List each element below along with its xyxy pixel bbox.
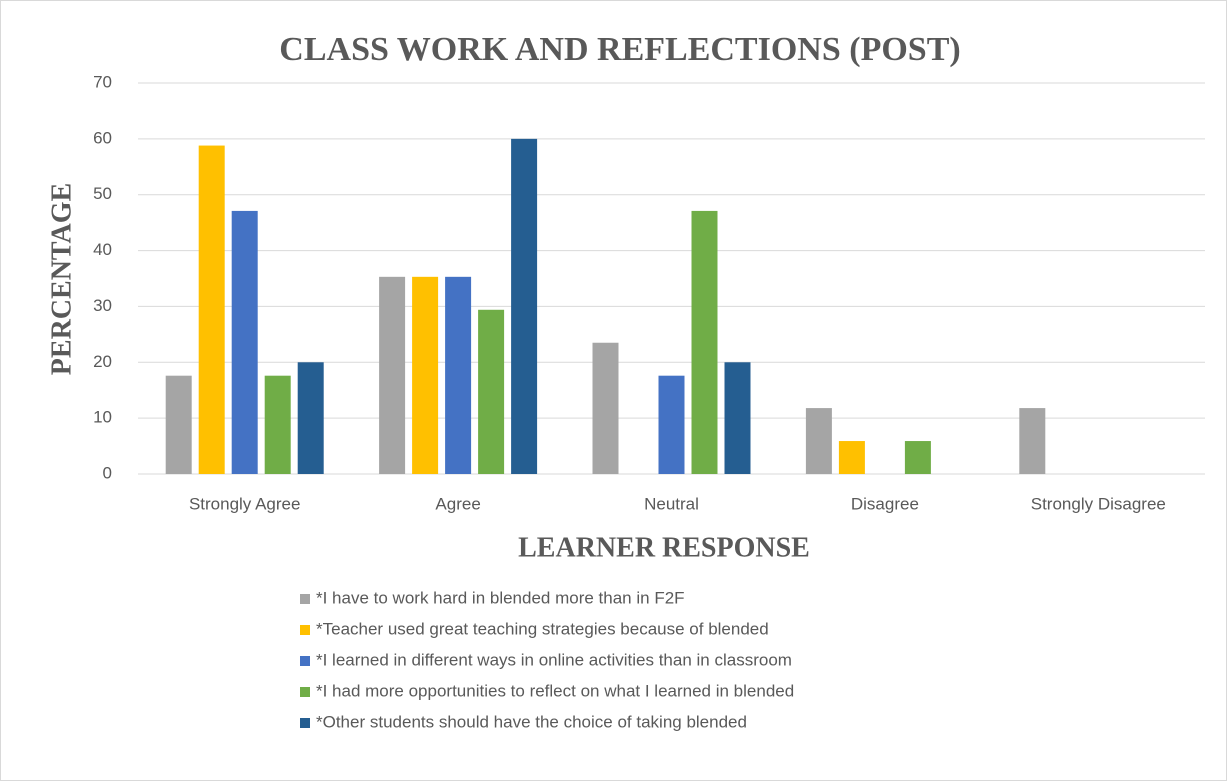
bar	[198, 145, 225, 474]
bar	[412, 276, 439, 474]
y-tick-label: 10	[93, 408, 112, 427]
legend-swatch	[300, 594, 310, 604]
bar	[904, 441, 931, 474]
bar	[658, 375, 685, 474]
legend-swatch	[300, 656, 310, 666]
y-tick-label: 0	[103, 463, 112, 482]
legend-label: *I have to work hard in blended more tha…	[316, 588, 685, 607]
y-tick-label: 70	[93, 72, 112, 91]
x-tick-label: Disagree	[851, 494, 919, 513]
bar	[478, 309, 505, 474]
bar	[379, 276, 406, 474]
bar	[838, 441, 865, 474]
y-axis-title: PERCENTAGE	[46, 183, 77, 375]
y-tick-label: 60	[93, 128, 112, 147]
legend-swatch	[300, 625, 310, 635]
legend-label: *I learned in different ways in online a…	[316, 650, 792, 669]
x-tick-label: Strongly Agree	[189, 494, 301, 513]
y-tick-label: 30	[93, 296, 112, 315]
bar	[691, 210, 718, 475]
legend-swatch	[300, 718, 310, 728]
x-tick-label: Strongly Disagree	[1031, 494, 1166, 513]
bar	[264, 375, 291, 474]
legend-label: *Other students should have the choice o…	[316, 712, 747, 731]
bar	[297, 362, 324, 474]
bar	[445, 276, 472, 474]
bar	[511, 138, 538, 474]
y-tick-label: 50	[93, 184, 112, 203]
bar	[805, 408, 832, 474]
bar	[592, 342, 619, 474]
bar	[231, 210, 258, 475]
bar	[165, 375, 192, 474]
bar	[1019, 408, 1046, 474]
x-axis-title: LEARNER RESPONSE	[518, 532, 810, 563]
legend-label: *I had more opportunities to reflect on …	[316, 681, 794, 700]
y-tick-label: 20	[93, 352, 112, 371]
chart-title: CLASS WORK AND REFLECTIONS (POST)	[279, 31, 960, 68]
bar	[724, 362, 751, 474]
legend-label: *Teacher used great teaching strategies …	[316, 619, 769, 638]
x-tick-label: Neutral	[644, 494, 699, 513]
x-tick-label: Agree	[435, 494, 480, 513]
legend-swatch	[300, 687, 310, 697]
y-tick-label: 40	[93, 240, 112, 259]
